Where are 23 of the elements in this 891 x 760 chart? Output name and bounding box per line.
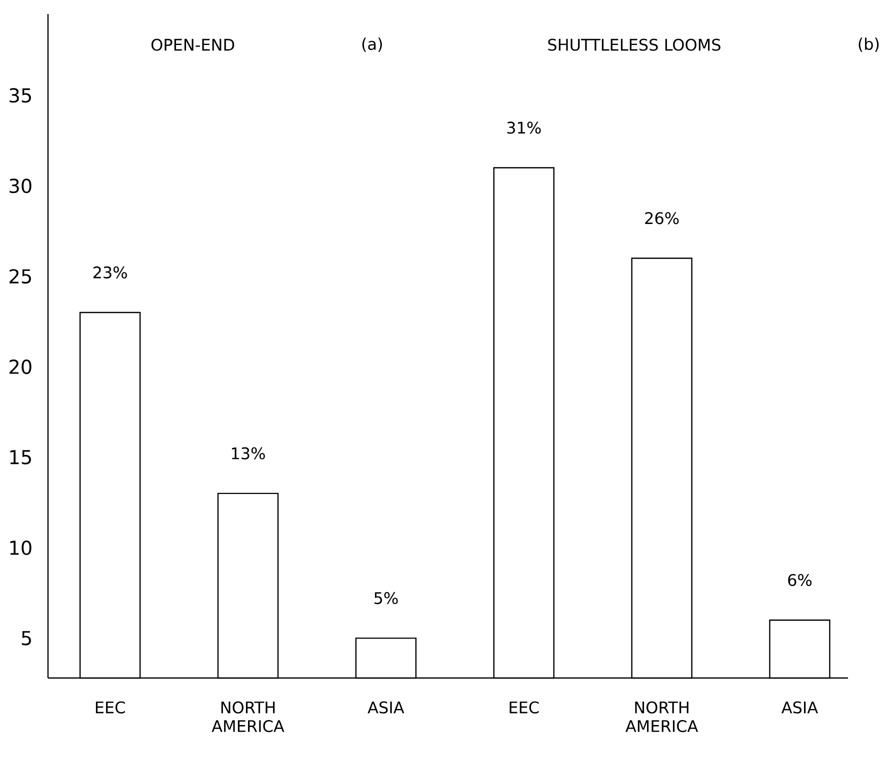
x-tick-label: NORTH AMERICA <box>626 701 698 732</box>
text: (b) <box>858 38 879 52</box>
y-tick-label: 35 <box>10 88 31 103</box>
data-label: 26% <box>645 212 679 224</box>
y-tick-label: 20 <box>10 360 32 374</box>
data-label: 23% <box>93 266 127 278</box>
x-tick-label: EEC <box>510 701 539 714</box>
data-label: 5% <box>374 592 398 604</box>
annotation: SHUTTLELESS LOOMS <box>548 38 720 51</box>
y-tick-label: 5 <box>22 631 31 646</box>
y-tick-label: 30 <box>10 178 32 194</box>
y-tick-label: 10 <box>10 540 32 555</box>
x-tick-label: ASIA <box>368 701 404 714</box>
y-tick-label: 25 <box>10 269 31 284</box>
x-tick-label: EEC <box>96 701 125 714</box>
y-tick-label: 15 <box>10 450 31 464</box>
data-label: 13% <box>232 447 265 460</box>
data-label: 31% <box>507 122 541 134</box>
x-tick-label: ASIA <box>781 701 818 714</box>
annotation: OPEN-END <box>151 38 234 51</box>
x-tick-label: NORTH AMERICA <box>212 701 284 732</box>
annotation: (a) <box>362 38 382 52</box>
data-label: 6% <box>788 574 812 586</box>
